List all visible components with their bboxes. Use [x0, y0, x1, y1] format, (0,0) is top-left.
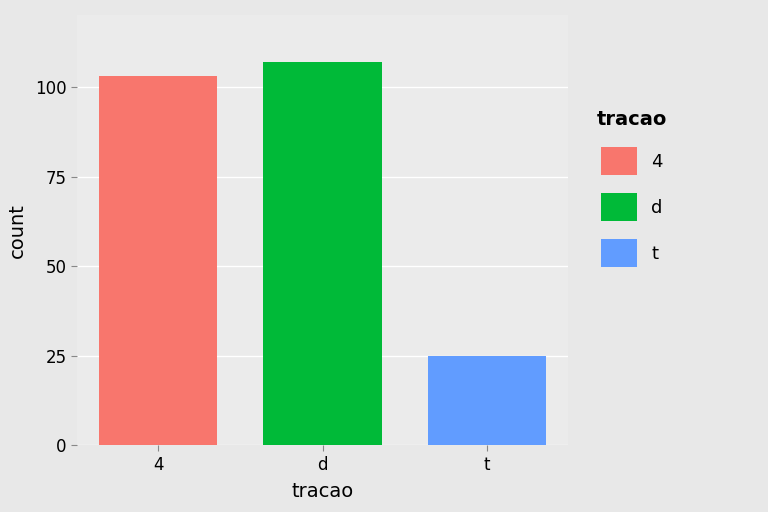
Legend: 4, d, t: 4, d, t [588, 101, 676, 276]
Bar [428, 356, 546, 445]
X-axis label: tracao: tracao [291, 482, 354, 501]
Bar [99, 76, 217, 445]
Y-axis label: count: count [8, 203, 26, 258]
Bar [263, 62, 382, 445]
